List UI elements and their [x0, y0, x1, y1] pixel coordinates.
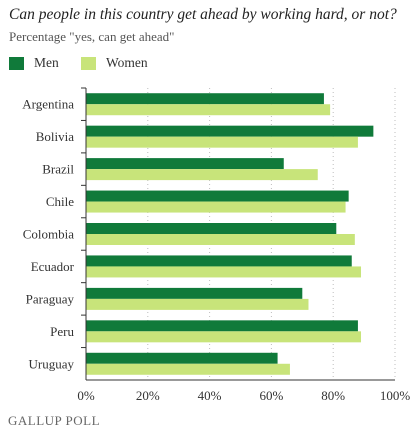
bar-men	[86, 352, 278, 364]
legend-swatch-men	[9, 56, 24, 70]
bar-women	[86, 298, 309, 310]
category-label: Uruguay	[29, 356, 75, 371]
category-label: Brazil	[42, 162, 74, 177]
bar-women	[86, 104, 331, 116]
bar-men	[86, 255, 352, 267]
bar-men	[86, 158, 284, 170]
legend-label-men: Men	[34, 55, 59, 70]
bar-women	[86, 136, 358, 148]
bar-women	[86, 266, 362, 278]
category-label: Ecuador	[31, 259, 75, 274]
x-tick-label: 20%	[136, 388, 160, 403]
legend-label-women: Women	[106, 55, 148, 70]
bar-men	[86, 223, 337, 234]
chart-subtitle: Percentage "yes, can get ahead"	[9, 29, 175, 44]
category-label: Paraguay	[26, 291, 75, 306]
x-tick-label: 60%	[259, 388, 283, 403]
category-label: Chile	[46, 194, 74, 209]
bar-chart: 0% 20% 40% 60% 80% 100% Argentina Bolivia Brazil…	[22, 87, 411, 403]
bar-men	[86, 320, 358, 332]
chart-title: Can people in this country get ahead by …	[9, 6, 397, 23]
category-label: Colombia	[23, 227, 75, 242]
legend: Men Women	[9, 54, 309, 72]
bar-men	[86, 125, 374, 137]
bar-men	[86, 190, 349, 202]
legend-swatch-women	[81, 56, 96, 70]
footer-source: GALLUP POLL	[8, 413, 101, 428]
bar-women	[86, 201, 346, 213]
bar-women	[86, 331, 362, 343]
category-label: Peru	[50, 324, 74, 339]
x-tick-label: 100%	[380, 388, 411, 403]
bar-women	[86, 363, 290, 375]
bar-men	[86, 93, 324, 105]
bar-women	[86, 169, 318, 181]
bar-men	[86, 287, 303, 299]
x-tick-label: 0%	[77, 388, 95, 403]
category-label: Argentina	[22, 97, 74, 112]
category-label: Bolivia	[36, 129, 75, 144]
x-tick-label: 80%	[321, 388, 345, 403]
x-tick-label: 40%	[198, 388, 222, 403]
legend-item-men: Men	[9, 54, 59, 72]
bar-women	[86, 234, 355, 245]
legend-item-women: Women	[81, 54, 148, 72]
